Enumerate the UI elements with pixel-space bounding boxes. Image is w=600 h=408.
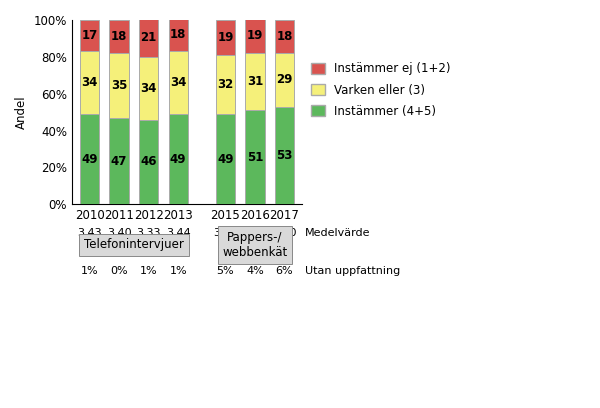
Text: 3,33: 3,33 [136,228,161,238]
Text: 3,46: 3,46 [242,228,268,238]
Text: Utan uppfattning: Utan uppfattning [305,266,400,276]
Bar [245,110,265,204]
Bar [216,55,235,114]
Text: 18: 18 [170,28,187,41]
Text: 49: 49 [217,153,233,166]
Text: 53: 53 [277,149,293,162]
Bar [109,53,128,118]
Bar [245,53,265,110]
Text: 51: 51 [247,151,263,164]
Bar [109,20,128,53]
Bar [169,51,188,114]
Text: 29: 29 [277,73,293,86]
Text: 6%: 6% [276,266,293,276]
Text: 4%: 4% [246,266,264,276]
Bar [139,57,158,120]
Text: Pappers-/
webbenkät: Pappers-/ webbenkät [223,231,287,259]
Text: 49: 49 [170,153,187,166]
Text: 34: 34 [140,82,157,95]
Bar [80,51,99,114]
Text: 17: 17 [82,29,98,42]
Text: 34: 34 [82,76,98,89]
Legend: Instämmer ej (1+2), Varken eller (3), Instämmer (4+5): Instämmer ej (1+2), Varken eller (3), In… [308,60,453,120]
Bar [169,18,188,51]
Bar [275,20,294,53]
Text: 49: 49 [81,153,98,166]
Bar [139,120,158,204]
Text: 0%: 0% [110,266,128,276]
Text: 3,40: 3,40 [107,228,131,238]
Bar [139,18,158,57]
Bar [275,106,294,204]
Text: 3,44: 3,44 [166,228,191,238]
Y-axis label: Andel: Andel [15,95,28,129]
Text: 34: 34 [170,76,187,89]
Text: 31: 31 [247,75,263,88]
Bar [80,20,99,51]
Bar [216,20,235,55]
Text: 1%: 1% [140,266,157,276]
Text: 32: 32 [217,78,233,91]
Text: 3,44: 3,44 [213,228,238,238]
Text: 46: 46 [140,155,157,169]
Text: 5%: 5% [217,266,234,276]
Text: 35: 35 [111,79,127,92]
Text: 18: 18 [111,30,127,43]
Bar [169,114,188,204]
Text: 3,43: 3,43 [77,228,102,238]
Bar [216,114,235,204]
Bar [109,118,128,204]
Text: 19: 19 [247,29,263,42]
Bar [245,18,265,53]
Text: 19: 19 [217,31,233,44]
Text: 47: 47 [111,155,127,168]
Text: 3,50: 3,50 [272,228,297,238]
Text: 18: 18 [277,30,293,43]
Bar [275,53,294,106]
Text: 1%: 1% [81,266,98,276]
Text: Medelvärde: Medelvärde [305,228,371,238]
Text: 1%: 1% [169,266,187,276]
Bar [80,114,99,204]
Text: 21: 21 [140,31,157,44]
Text: Telefonintervjuer: Telefonintervjuer [84,238,184,251]
